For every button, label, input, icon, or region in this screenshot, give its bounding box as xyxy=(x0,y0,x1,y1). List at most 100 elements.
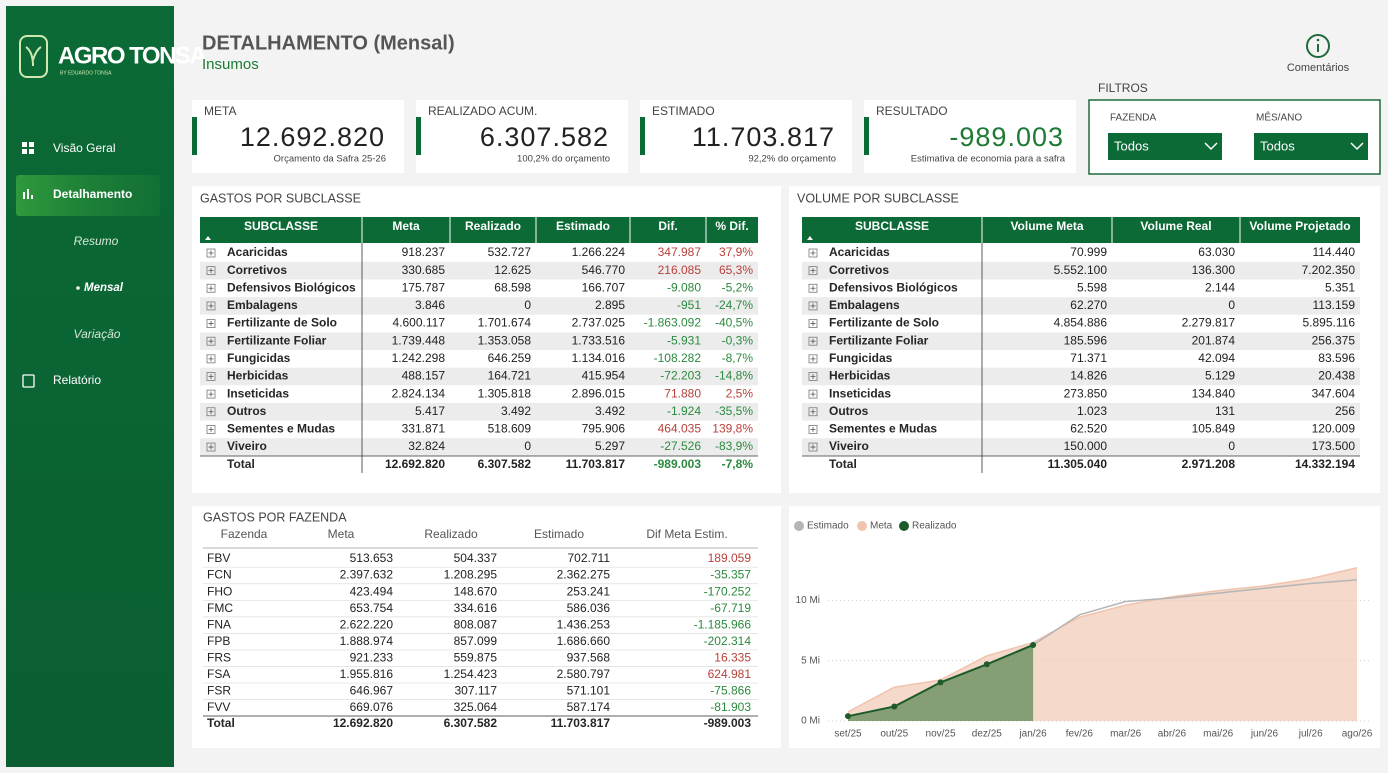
expand-icon-plus xyxy=(208,409,214,415)
cell: 937.568 xyxy=(567,650,611,664)
expand-icon-plus xyxy=(810,373,816,379)
cell: 1.242.298 xyxy=(392,351,446,365)
cell: 2.144 xyxy=(1205,280,1235,294)
cell: -35.357 xyxy=(710,568,751,582)
cell: -83,9% xyxy=(715,439,753,453)
card xyxy=(192,100,404,173)
expand-icon-plus xyxy=(810,250,816,256)
expand-icon-plus xyxy=(810,268,816,274)
cell: 1.134.016 xyxy=(572,351,626,365)
expand-icon[interactable] xyxy=(808,248,818,258)
expand-icon[interactable] xyxy=(206,389,216,399)
nav-item[interactable]: Visão Geral xyxy=(53,141,115,155)
expand-icon[interactable] xyxy=(206,266,216,276)
column-header: Volume Real xyxy=(1140,219,1211,233)
row-label: Embalagens xyxy=(227,298,298,312)
cell: 347.604 xyxy=(1312,386,1356,400)
kpi-note: 100,2% do orçamento xyxy=(517,154,610,165)
cell: 5.129 xyxy=(1205,369,1235,383)
card xyxy=(640,100,852,173)
x-tick-label: jul/26 xyxy=(1298,729,1323,740)
expand-icon[interactable] xyxy=(206,283,216,293)
kpi-note: Estimativa de economia para a safra xyxy=(911,154,1066,165)
row-stripe xyxy=(200,261,758,280)
expand-icon[interactable] xyxy=(206,442,216,452)
kpi-label: ESTIMADO xyxy=(652,104,715,118)
nav-item[interactable]: Detalhamento xyxy=(53,187,132,201)
expand-icon[interactable] xyxy=(206,424,216,434)
cell: 1.733.516 xyxy=(572,333,626,347)
dropdown[interactable] xyxy=(1254,133,1368,160)
expand-icon[interactable] xyxy=(808,336,818,346)
panel-title: GASTOS POR FAZENDA xyxy=(203,510,347,524)
nav-item[interactable]: Mensal xyxy=(84,282,124,294)
expand-icon[interactable] xyxy=(808,354,818,364)
expand-icon[interactable] xyxy=(206,372,216,381)
cell: 546.770 xyxy=(582,263,626,277)
expand-icon[interactable] xyxy=(808,407,818,417)
column-header: Realizado xyxy=(424,527,478,541)
cell: 71.371 xyxy=(1070,351,1107,365)
expand-icon[interactable] xyxy=(206,319,216,328)
row-label: Embalagens xyxy=(829,298,900,312)
kpi-note: Orçamento da Safra 25-26 xyxy=(274,154,386,165)
row-stripe xyxy=(200,367,758,386)
cell: 37,9% xyxy=(719,245,753,259)
cell: 256.375 xyxy=(1312,333,1356,347)
expand-icon[interactable] xyxy=(808,301,818,311)
cell: -24,7% xyxy=(715,298,753,312)
cell: 83.596 xyxy=(1318,351,1355,365)
cell: 32.824 xyxy=(408,439,445,453)
expand-icon[interactable] xyxy=(808,266,818,276)
x-tick-label: mar/26 xyxy=(1110,729,1142,740)
nav-item[interactable]: Resumo xyxy=(74,234,119,248)
nav-item[interactable]: Variação xyxy=(74,327,121,341)
series-point xyxy=(1030,641,1037,648)
total-cell: 11.703.817 xyxy=(566,457,626,471)
cell: 3.492 xyxy=(501,404,531,418)
cell: 253.241 xyxy=(567,584,611,598)
expand-icon[interactable] xyxy=(206,301,216,311)
panel-title: GASTOS POR SUBCLASSE xyxy=(200,191,361,205)
kpi-label: RESULTADO xyxy=(876,104,948,118)
cell: 513.653 xyxy=(350,551,394,565)
row-stripe xyxy=(802,438,1360,456)
total-cell: -989.003 xyxy=(654,457,702,471)
cell: 139,8% xyxy=(712,422,753,436)
cell: 62.520 xyxy=(1070,422,1107,436)
y-tick-label: 0 Mi xyxy=(801,716,820,727)
cell: 1.686.660 xyxy=(557,634,611,648)
kpi-value: 12.692.820 xyxy=(240,122,385,152)
nav-item[interactable]: Relatório xyxy=(53,373,101,387)
expand-icon[interactable] xyxy=(808,283,818,293)
cell: -67.719 xyxy=(710,601,751,615)
cell: 113.159 xyxy=(1313,298,1356,312)
expand-icon[interactable] xyxy=(206,354,216,364)
row-stripe xyxy=(802,261,1360,280)
total-cell: 6.307.582 xyxy=(478,457,532,471)
column-header: Dif. xyxy=(658,219,677,233)
expand-icon[interactable] xyxy=(808,389,818,399)
cell: -72.203 xyxy=(660,369,701,383)
cell: 173.500 xyxy=(1312,439,1356,453)
expand-icon[interactable] xyxy=(206,407,216,417)
legend-label: Estimado xyxy=(807,521,849,532)
expand-icon[interactable] xyxy=(808,372,818,381)
cell: FRS xyxy=(207,650,231,664)
cell: -170.252 xyxy=(704,584,752,598)
cell: 464.035 xyxy=(658,422,702,436)
expand-icon[interactable] xyxy=(206,248,216,258)
row-label: Acaricidas xyxy=(829,245,890,259)
expand-icon[interactable] xyxy=(206,336,216,346)
expand-icon[interactable] xyxy=(808,319,818,328)
dropdown[interactable] xyxy=(1108,133,1222,160)
expand-icon-plus xyxy=(810,303,816,309)
cell: 1.254.423 xyxy=(444,667,498,681)
cell: FNA xyxy=(207,617,231,631)
expand-icon[interactable] xyxy=(808,424,818,434)
active-nav[interactable] xyxy=(16,175,160,216)
expand-icon[interactable] xyxy=(808,442,818,452)
x-tick-label: jan/26 xyxy=(1018,729,1047,740)
comments-icon[interactable] xyxy=(1306,34,1330,58)
cell: 0 xyxy=(1228,439,1235,453)
